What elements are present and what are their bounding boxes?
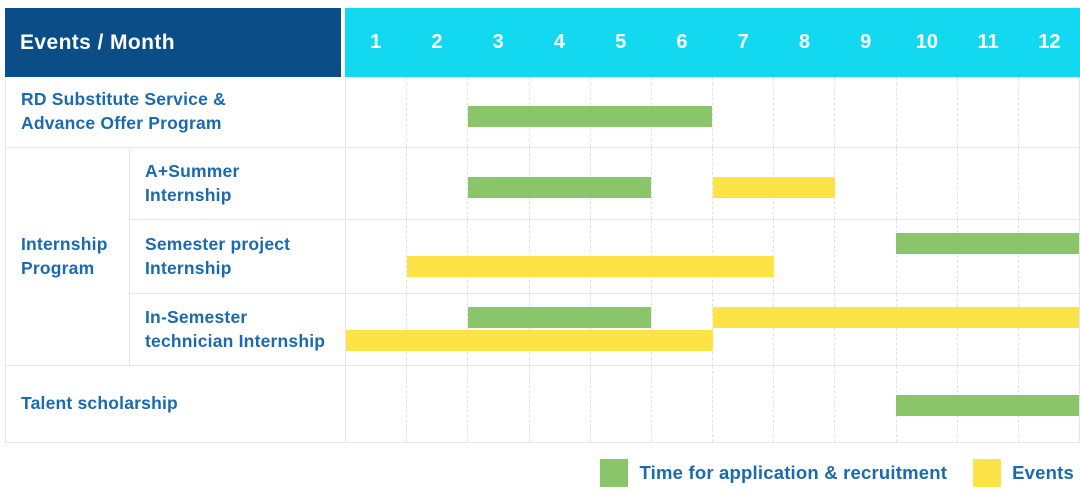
table-row: RD Substitute Service & Advance Offer Pr… [6,77,1079,148]
month-label: 5 [615,31,627,53]
legend: Time for application & recruitment Event… [600,455,1074,491]
month-label: 9 [860,31,872,53]
gantt-bar-events [712,177,835,198]
table-row: In-Semester technician Internship [130,294,1079,365]
gantt-table: Events / Month 1 2 3 4 5 6 7 8 9 10 11 12 RD Substi… [5,8,1080,443]
month-label: 2 [431,31,443,53]
table-body: RD Substitute Service & Advance Offer Pr… [5,77,1080,443]
gantt-bar-recruitment [468,177,652,198]
legend-item-events: Events [973,459,1074,487]
legend-label-events: Events [1012,462,1074,483]
month-label: 1 [370,31,382,53]
events-swatch-icon [973,459,1002,487]
month-label: 12 [1038,31,1061,53]
month-gridlines [346,77,1079,147]
gantt-bar-recruitment [895,395,1079,416]
chart-cell [346,220,1079,293]
month-label: 7 [737,31,749,53]
table-row: Semester project Internship [130,220,1079,294]
internship-program-group: Internship Program A+Summer Internship S… [6,148,1079,366]
gantt-bar-recruitment [468,106,713,127]
month-header: 1 2 3 4 5 6 7 8 9 10 11 12 [345,8,1080,77]
gantt-bar-recruitment [468,307,652,328]
row-label-talent-scholarship: Talent scholarship [6,366,346,442]
month-label: 10 [915,31,938,53]
legend-item-recruitment: Time for application & recruitment [600,459,947,487]
gantt-bar-recruitment [895,233,1079,254]
table-row: Talent scholarship [6,366,1079,443]
month-gridlines [346,294,1079,365]
group-label-internship-program: Internship Program [6,148,130,365]
row-label-rd-substitute: RD Substitute Service & Advance Offer Pr… [6,77,346,147]
corner-header: Events / Month [5,8,345,77]
month-label: 4 [553,31,565,53]
gantt-bar-events [712,307,1079,328]
chart-cell [346,366,1079,442]
month-label: 3 [492,31,504,53]
legend-label-recruitment: Time for application & recruitment [639,462,948,483]
chart-cell [346,77,1079,147]
month-label: 6 [676,31,688,53]
gantt-bar-events [407,256,774,277]
row-label-a-plus-summer: A+Summer Internship [130,148,346,219]
gantt-bar-events [346,330,713,351]
row-label-semester-project: Semester project Internship [130,220,346,293]
recruitment-swatch-icon [600,459,629,487]
table-header: Events / Month 1 2 3 4 5 6 7 8 9 10 11 12 [5,8,1080,77]
chart-cell [346,148,1079,219]
table-row: A+Summer Internship [130,148,1079,220]
month-label: 11 [977,31,999,53]
row-label-in-semester-technician: In-Semester technician Internship [130,294,346,365]
chart-cell [346,294,1079,365]
month-label: 8 [798,31,810,53]
